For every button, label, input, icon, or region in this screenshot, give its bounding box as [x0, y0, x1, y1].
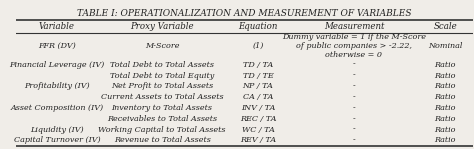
- Text: Variable: Variable: [39, 22, 75, 31]
- Text: Asset Composition (IV): Asset Composition (IV): [10, 104, 104, 112]
- Text: CA / TA: CA / TA: [243, 93, 273, 101]
- Text: NP / TA: NP / TA: [243, 82, 273, 90]
- Text: Ratio: Ratio: [435, 61, 456, 69]
- Text: TD / TE: TD / TE: [243, 72, 273, 80]
- Text: Proxy Variable: Proxy Variable: [130, 22, 194, 31]
- Text: Nominal: Nominal: [428, 42, 463, 50]
- Text: -: -: [353, 115, 355, 123]
- Text: TABLE I: OPERATIONALIZATION AND MEASUREMENT OF VARIABLES: TABLE I: OPERATIONALIZATION AND MEASUREM…: [77, 9, 411, 18]
- Text: INV / TA: INV / TA: [241, 104, 275, 112]
- Text: Liquidity (IV): Liquidity (IV): [30, 126, 84, 134]
- Text: Dummy variable = 1 if the M-Score
of public companies > -2.22,
otherwise = 0: Dummy variable = 1 if the M-Score of pub…: [282, 33, 426, 59]
- Text: WC / TA: WC / TA: [242, 126, 274, 134]
- Text: Ratio: Ratio: [435, 126, 456, 134]
- Text: M-Score: M-Score: [145, 42, 179, 50]
- Text: Current Assets to Total Assets: Current Assets to Total Assets: [101, 93, 223, 101]
- Text: Scale: Scale: [433, 22, 457, 31]
- Text: Ratio: Ratio: [435, 82, 456, 90]
- Text: Ratio: Ratio: [435, 93, 456, 101]
- Text: Revenue to Total Assets: Revenue to Total Assets: [114, 136, 210, 144]
- Text: -: -: [353, 93, 355, 101]
- Text: Ratio: Ratio: [435, 136, 456, 144]
- Text: -: -: [353, 82, 355, 90]
- Text: TD / TA: TD / TA: [243, 61, 273, 69]
- Text: -: -: [353, 61, 355, 69]
- Text: -: -: [353, 72, 355, 80]
- Text: Total Debt to Total Equity: Total Debt to Total Equity: [110, 72, 214, 80]
- Text: Ratio: Ratio: [435, 72, 456, 80]
- Text: Measurement: Measurement: [324, 22, 384, 31]
- Text: -: -: [353, 126, 355, 134]
- Text: REV / TA: REV / TA: [240, 136, 276, 144]
- Text: Net Profit to Total Assets: Net Profit to Total Assets: [111, 82, 213, 90]
- Text: Receivables to Total Assets: Receivables to Total Assets: [107, 115, 217, 123]
- Text: (1): (1): [252, 42, 264, 50]
- Text: Total Debt to Total Assets: Total Debt to Total Assets: [110, 61, 214, 69]
- Text: Profitability (IV): Profitability (IV): [24, 82, 90, 90]
- Text: Capital Turnover (IV): Capital Turnover (IV): [14, 136, 100, 144]
- Text: -: -: [353, 104, 355, 112]
- Text: Ratio: Ratio: [435, 115, 456, 123]
- Text: REC / TA: REC / TA: [240, 115, 276, 123]
- Text: Inventory to Total Assets: Inventory to Total Assets: [111, 104, 212, 112]
- Text: FFR (DV): FFR (DV): [38, 42, 76, 50]
- Text: Working Capital to Total Assets: Working Capital to Total Assets: [98, 126, 226, 134]
- Text: Ratio: Ratio: [435, 104, 456, 112]
- Text: Equation: Equation: [238, 22, 278, 31]
- Text: -: -: [353, 136, 355, 144]
- Text: Financial Leverage (IV): Financial Leverage (IV): [9, 61, 105, 69]
